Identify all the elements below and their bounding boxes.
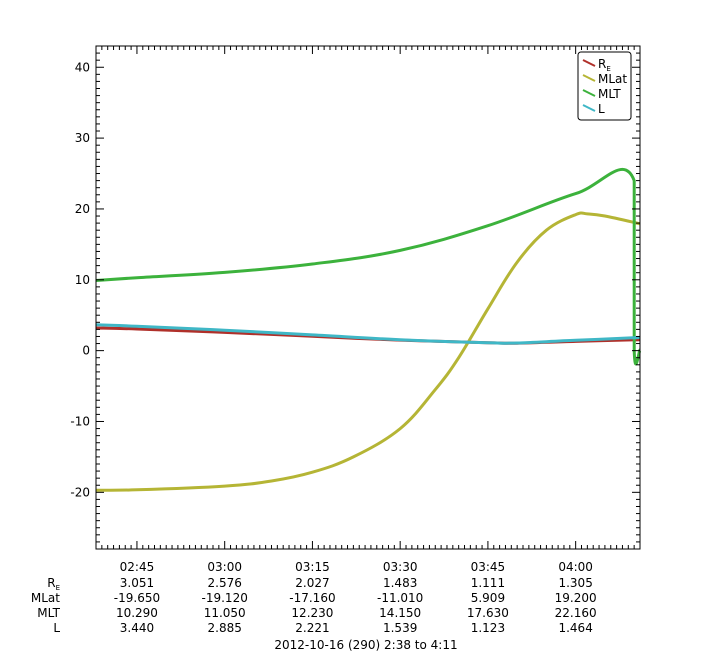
table-cell: 19.200 <box>555 591 597 605</box>
legend-label: RE <box>598 57 611 73</box>
table-cell: 12.230 <box>291 606 333 620</box>
series-line-l <box>95 323 641 345</box>
table-cell: 1.123 <box>471 621 505 635</box>
x-tick-label: 04:00 <box>558 560 593 574</box>
table-cell: 22.160 <box>555 606 597 620</box>
table-cell: 2.027 <box>295 576 329 590</box>
x-tick-label: 03:45 <box>471 560 506 574</box>
table-cell: 1.539 <box>383 621 417 635</box>
y-tick-label: 0 <box>82 344 90 358</box>
y-tick-label: 40 <box>75 60 90 74</box>
table-cell: 1.305 <box>558 576 592 590</box>
table-cell: 2.221 <box>295 621 329 635</box>
x-tick-label: 03:15 <box>295 560 330 574</box>
y-tick-label: 30 <box>75 131 90 145</box>
series-line-mlt <box>95 167 642 366</box>
table-cell: 3.440 <box>120 621 154 635</box>
table-cell: -19.650 <box>114 591 160 605</box>
series-line-mlat <box>95 211 641 492</box>
legend-swatch <box>582 89 596 97</box>
y-tick-label: -20 <box>70 485 90 499</box>
y-axis: 40 30 20 10 0 -10 -20 <box>70 45 640 550</box>
x-tick-label: 03:30 <box>383 560 418 574</box>
table-cell: 3.051 <box>120 576 154 590</box>
table-cell: 17.630 <box>467 606 509 620</box>
table-cell: 2.885 <box>208 621 242 635</box>
table-cell: -19.120 <box>202 591 248 605</box>
legend-label: MLat <box>598 72 627 86</box>
table-cell: 2.576 <box>208 576 242 590</box>
table-cell: -17.160 <box>289 591 335 605</box>
y-tick-label: 20 <box>75 202 90 216</box>
table-cell: 14.150 <box>379 606 421 620</box>
table-cell: 1.464 <box>558 621 592 635</box>
legend-label: L <box>598 102 605 116</box>
y-tick-label: -10 <box>70 414 90 428</box>
legend-swatch <box>582 74 596 82</box>
x-tick-label: 02:45 <box>120 560 155 574</box>
table-row-label: RE <box>47 576 60 592</box>
plot-frame <box>95 45 641 550</box>
series-layer <box>95 167 642 492</box>
time-range-footer: 2012-10-16 (290) 2:38 to 4:11 <box>274 638 457 652</box>
table-cell: -11.010 <box>377 591 423 605</box>
table-cell: 5.909 <box>471 591 505 605</box>
table-row-label: MLT <box>37 606 60 620</box>
ephemeris-table: RE 3.051 2.576 2.027 1.483 1.111 1.305 MLat -19.… <box>31 576 597 635</box>
legend-swatch <box>582 104 596 112</box>
y-tick-label: 10 <box>75 273 90 287</box>
legend-swatch <box>582 59 596 67</box>
table-row-label: L <box>53 621 60 635</box>
x-tick-label: 03:00 <box>207 560 242 574</box>
table-cell: 1.111 <box>471 576 505 590</box>
legend-box <box>577 51 632 121</box>
table-row-label: MLat <box>31 591 60 605</box>
table-cell: 11.050 <box>204 606 246 620</box>
legend-label: MLT <box>598 87 621 101</box>
table-cell: 10.290 <box>116 606 158 620</box>
x-axis: 02:45 03:00 03:15 03:30 03:45 04:00 <box>95 46 641 574</box>
table-cell: 1.483 <box>383 576 417 590</box>
